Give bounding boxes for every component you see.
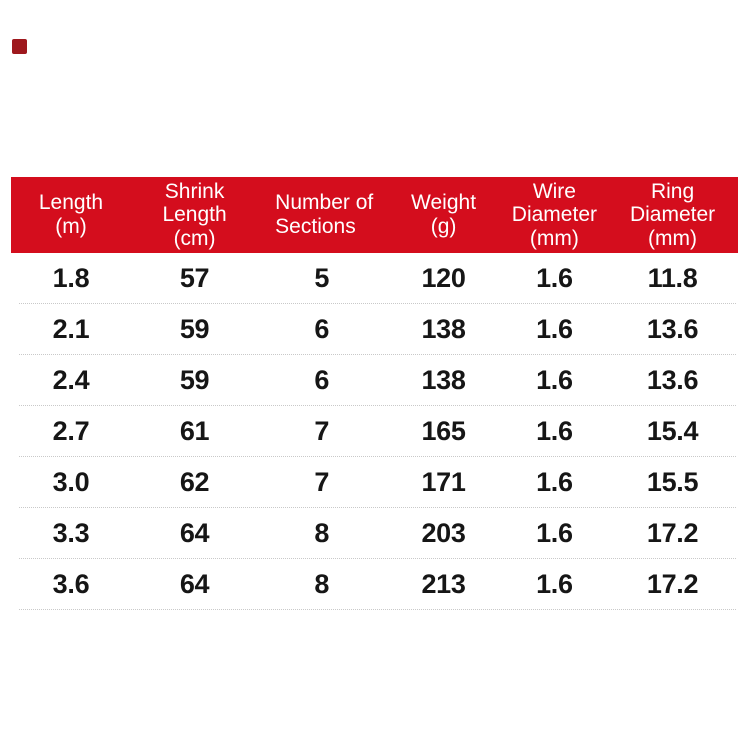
cell-weight: 165	[421, 416, 466, 446]
red-square-mark	[12, 39, 27, 54]
cell-weight: 171	[421, 467, 466, 497]
cell-shrink-length: 64	[179, 569, 210, 599]
cell-shrink-length: 64	[179, 518, 210, 548]
cell-sections: 5	[314, 263, 330, 293]
cell-wire-diameter: 1.6	[536, 518, 573, 548]
table-row: 2.7 61 7 165 1.6 15.4	[11, 406, 738, 457]
cell-length: 3.3	[52, 518, 90, 548]
cell-length: 3.0	[52, 467, 90, 497]
column-header-shrink-length: Shrink Length (cm)	[162, 179, 227, 250]
cell-ring-diameter: 15.5	[646, 467, 699, 497]
table-row: 3.0 62 7 171 1.6 15.5	[11, 457, 738, 508]
cell-ring-diameter: 11.8	[647, 263, 698, 293]
cell-wire-diameter: 1.6	[536, 467, 573, 497]
cell-wire-diameter: 1.6	[536, 416, 573, 446]
cell-length: 2.4	[52, 365, 90, 395]
cell-ring-diameter: 15.4	[646, 416, 699, 446]
cell-length: 3.6	[52, 569, 90, 599]
cell-wire-diameter: 1.6	[536, 569, 573, 599]
column-header-weight: Weight (g)	[411, 191, 477, 238]
cell-shrink-length: 59	[179, 314, 210, 344]
cell-shrink-length: 61	[179, 416, 210, 446]
table-row: 2.4 59 6 138 1.6 13.6	[11, 355, 738, 406]
cell-weight: 203	[421, 518, 466, 548]
table-row: 3.6 64 8 213 1.6 17.2	[11, 559, 738, 610]
column-header-ring-diameter: Ring Diameter (mm)	[629, 179, 716, 250]
cell-sections: 6	[314, 365, 330, 395]
table-row: 2.1 59 6 138 1.6 13.6	[11, 304, 738, 355]
cell-weight: 138	[421, 365, 466, 395]
cell-wire-diameter: 1.6	[536, 263, 573, 293]
cell-wire-diameter: 1.6	[536, 365, 573, 395]
cell-weight: 138	[421, 314, 466, 344]
cell-shrink-length: 57	[179, 263, 210, 293]
column-header-wire-diameter: Wire Diameter (mm)	[511, 179, 597, 250]
column-header-length: Length (m)	[38, 191, 104, 238]
cell-sections: 7	[314, 416, 330, 446]
cell-ring-diameter: 13.6	[646, 365, 699, 395]
cell-length: 2.1	[52, 314, 90, 344]
cell-ring-diameter: 13.6	[646, 314, 699, 344]
cell-sections: 6	[314, 314, 330, 344]
cell-weight: 213	[421, 569, 466, 599]
column-header-number-of-sections: Number of Sections	[275, 191, 374, 238]
cell-wire-diameter: 1.6	[536, 314, 573, 344]
cell-sections: 8	[314, 518, 330, 548]
cell-sections: 8	[314, 569, 330, 599]
cell-ring-diameter: 17.2	[646, 569, 699, 599]
table-row: 1.8 57 5 120 1.6 11.8	[11, 253, 738, 304]
cell-ring-diameter: 17.2	[646, 518, 699, 548]
table-row: 3.3 64 8 203 1.6 17.2	[11, 508, 738, 559]
spec-table: Length (m) Shrink Length (cm) Number of …	[11, 177, 738, 610]
cell-shrink-length: 62	[179, 467, 210, 497]
cell-sections: 7	[314, 467, 330, 497]
cell-length: 1.8	[52, 263, 90, 293]
cell-length: 2.7	[52, 416, 90, 446]
cell-weight: 120	[421, 263, 466, 293]
table-header: Length (m) Shrink Length (cm) Number of …	[11, 177, 738, 253]
table-body: 1.8 57 5 120 1.6 11.8 2.1 59 6 138 1.6 1…	[11, 253, 738, 610]
cell-shrink-length: 59	[179, 365, 210, 395]
